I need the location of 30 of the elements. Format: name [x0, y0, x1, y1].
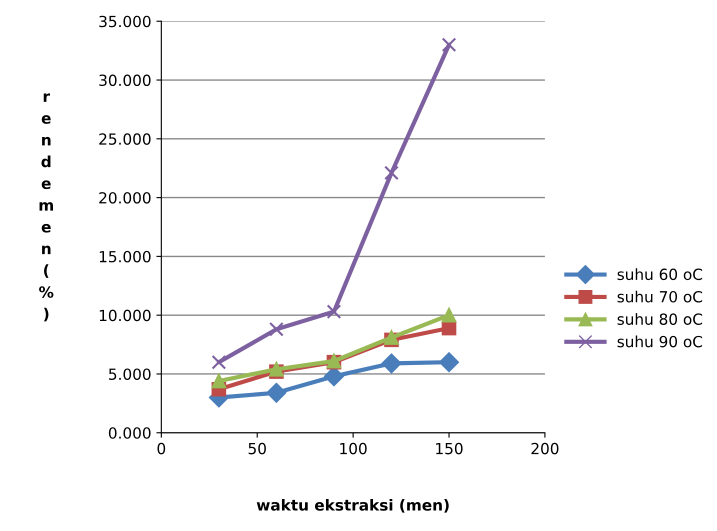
- x-tick-label: 150: [436, 442, 463, 454]
- point: [326, 304, 342, 319]
- legend-label: suhu 90 oC: [618, 336, 702, 348]
- x-tick-label: 0: [157, 442, 166, 454]
- point: [442, 320, 456, 336]
- y-tick-label: 5.000: [109, 368, 151, 380]
- point: [384, 166, 399, 180]
- point: [382, 354, 402, 374]
- x-tick-label: 200: [531, 442, 558, 454]
- point: [269, 322, 284, 337]
- point: [442, 308, 456, 322]
- y-tick-label: 10.000: [100, 310, 151, 322]
- y-tick-label: 0.000: [108, 427, 151, 439]
- x-axis-title: waktu ekstraksi (men): [256, 498, 449, 513]
- point: [212, 374, 226, 388]
- y-tick-label: 25.000: [99, 133, 151, 145]
- point: [442, 37, 456, 52]
- legend-label: suhu 80 oC: [618, 313, 702, 325]
- y-tick-label: 35.000: [99, 16, 151, 28]
- legend-label: suhu 60 oC: [618, 268, 702, 280]
- point: [439, 352, 459, 372]
- legend-label: suhu 70 oC: [618, 290, 702, 303]
- y-tick-label: 30.000: [99, 74, 151, 86]
- point: [212, 354, 226, 370]
- y-tick-label: 15.000: [100, 250, 151, 262]
- point: [266, 382, 286, 403]
- x-tick-label: 100: [340, 442, 367, 454]
- text: rendemen (%): [39, 93, 54, 322]
- x-tick-label: 50: [248, 442, 266, 454]
- y-tick-label: 20.000: [99, 192, 151, 204]
